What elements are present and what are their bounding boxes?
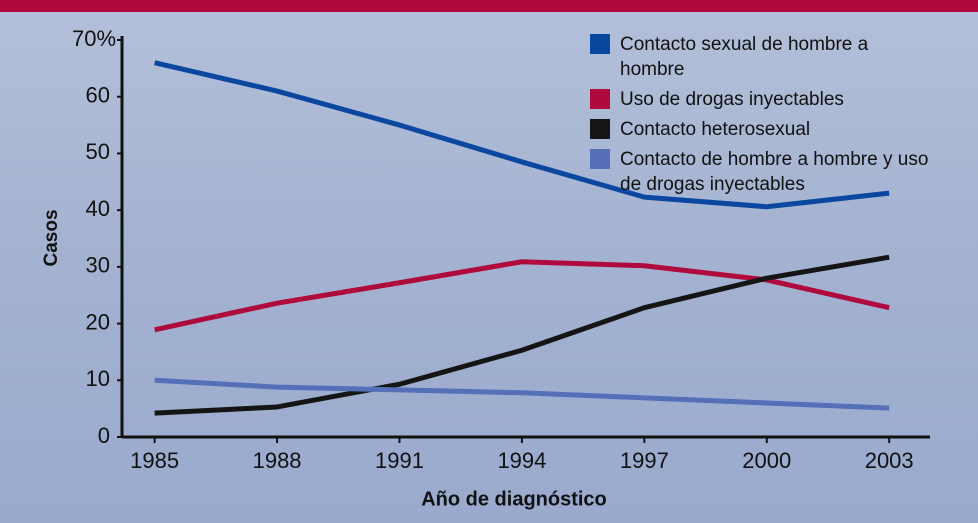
x-tick-label: 2003 — [865, 448, 914, 473]
y-tick-label: 50 — [86, 139, 110, 164]
legend-swatch — [590, 149, 610, 169]
legend-item: Contacto heterosexual — [590, 117, 935, 142]
legend-swatch — [590, 119, 610, 139]
x-tick-label: 1985 — [130, 448, 179, 473]
legend-item: Contacto sexual de hombre a hombre — [590, 32, 935, 82]
legend: Contacto sexual de hombre a hombre Uso de… — [590, 32, 935, 202]
x-tick-label: 1991 — [375, 448, 424, 473]
legend-item: Contacto de hombre a hombre y uso de dro… — [590, 147, 935, 197]
y-tick-label: 70% — [72, 26, 116, 51]
top-band — [0, 0, 978, 12]
x-tick-label: 1988 — [253, 448, 302, 473]
x-tick-label: 2000 — [742, 448, 791, 473]
legend-label: Contacto sexual de hombre a hombre — [620, 32, 935, 82]
legend-label: Contacto heterosexual — [620, 117, 810, 142]
y-tick-label: 60 — [86, 83, 110, 108]
x-tick-label: 1994 — [497, 448, 546, 473]
y-tick-label: 0 — [98, 423, 110, 448]
legend-swatch — [590, 34, 610, 54]
legend-label: Uso de drogas inyectables — [620, 87, 844, 112]
x-axis-title: Año de diagnóstico — [421, 488, 607, 510]
y-tick-label: 10 — [86, 366, 110, 391]
y-tick-label: 40 — [86, 196, 110, 221]
series-line — [155, 380, 890, 408]
y-tick-label: 20 — [86, 309, 110, 334]
legend-item: Uso de drogas inyectables — [590, 87, 935, 112]
y-tick-label: 30 — [86, 253, 110, 278]
legend-label: Contacto de hombre a hombre y uso de dro… — [620, 147, 935, 197]
y-axis-title: Casos — [41, 209, 62, 266]
series-line — [155, 262, 890, 330]
x-tick-label: 1997 — [620, 448, 669, 473]
chart-container: Casos Año de diagnóstico 0 10 20 30 40 50 60 70… — [0, 0, 978, 523]
legend-swatch — [590, 89, 610, 109]
